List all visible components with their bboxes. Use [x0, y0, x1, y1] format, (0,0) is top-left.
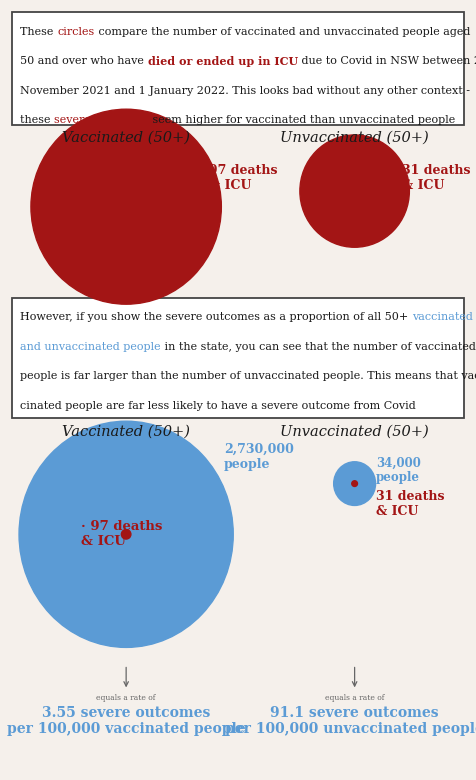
Text: due to Covid in NSW between 26: due to Covid in NSW between 26 [298, 56, 476, 66]
Text: 50 and over who have: 50 and over who have [20, 56, 148, 66]
Text: Vaccinated (50+): Vaccinated (50+) [62, 424, 190, 438]
Ellipse shape [121, 530, 131, 539]
Text: these: these [20, 115, 54, 126]
Ellipse shape [352, 480, 357, 487]
Ellipse shape [31, 109, 221, 304]
Ellipse shape [334, 462, 376, 505]
Text: 31 deaths
& ICU: 31 deaths & ICU [376, 490, 445, 518]
Text: These: These [20, 27, 57, 37]
Text: November 2021 and 1 January 2022. This looks bad without any other context -: November 2021 and 1 January 2022. This l… [20, 86, 470, 96]
Text: equals a rate of: equals a rate of [325, 694, 385, 702]
Text: Vaccinated (50+): Vaccinated (50+) [62, 131, 190, 145]
Text: severe outcomes: severe outcomes [54, 115, 149, 126]
Text: circles: circles [57, 27, 95, 37]
Text: 31 deaths
& ICU: 31 deaths & ICU [402, 164, 471, 192]
Ellipse shape [19, 421, 233, 647]
Text: people is far larger than the number of unvaccinated people. This means that vac: people is far larger than the number of … [20, 371, 476, 381]
Text: Unvaccinated (50+): Unvaccinated (50+) [280, 131, 429, 145]
Bar [12, 12, 464, 125]
Bar [12, 298, 464, 418]
Text: in the state, you can see that the number of vaccinated: in the state, you can see that the numbe… [161, 342, 476, 352]
Text: cinated people are far less likely to have a severe outcome from Covid: cinated people are far less likely to ha… [20, 401, 416, 411]
Text: equals a rate of: equals a rate of [96, 694, 156, 702]
Text: 91.1 severe outcomes
per 100,000 unvaccinated people: 91.1 severe outcomes per 100,000 unvacci… [225, 706, 476, 736]
Text: · 97 deaths
& ICU: · 97 deaths & ICU [81, 520, 162, 548]
Text: 97 deaths
& ICU: 97 deaths & ICU [209, 164, 278, 192]
Text: 2,730,000
people: 2,730,000 people [224, 443, 294, 471]
Text: Unvaccinated (50+): Unvaccinated (50+) [280, 424, 429, 438]
Ellipse shape [300, 135, 409, 247]
Text: vaccinated: vaccinated [412, 312, 473, 322]
Text: died or ended up in ICU: died or ended up in ICU [148, 56, 298, 67]
Text: 34,000
people: 34,000 people [376, 456, 421, 484]
Text: seem higher for vaccinated than unvaccinated people: seem higher for vaccinated than unvaccin… [149, 115, 455, 126]
Text: However, if you show the severe outcomes as a proportion of all 50+: However, if you show the severe outcomes… [20, 312, 412, 322]
Text: and unvaccinated people: and unvaccinated people [20, 342, 161, 352]
Text: 3.55 severe outcomes
per 100,000 vaccinated people: 3.55 severe outcomes per 100,000 vaccina… [7, 706, 246, 736]
Text: compare the number of vaccinated and unvaccinated people aged: compare the number of vaccinated and unv… [95, 27, 470, 37]
